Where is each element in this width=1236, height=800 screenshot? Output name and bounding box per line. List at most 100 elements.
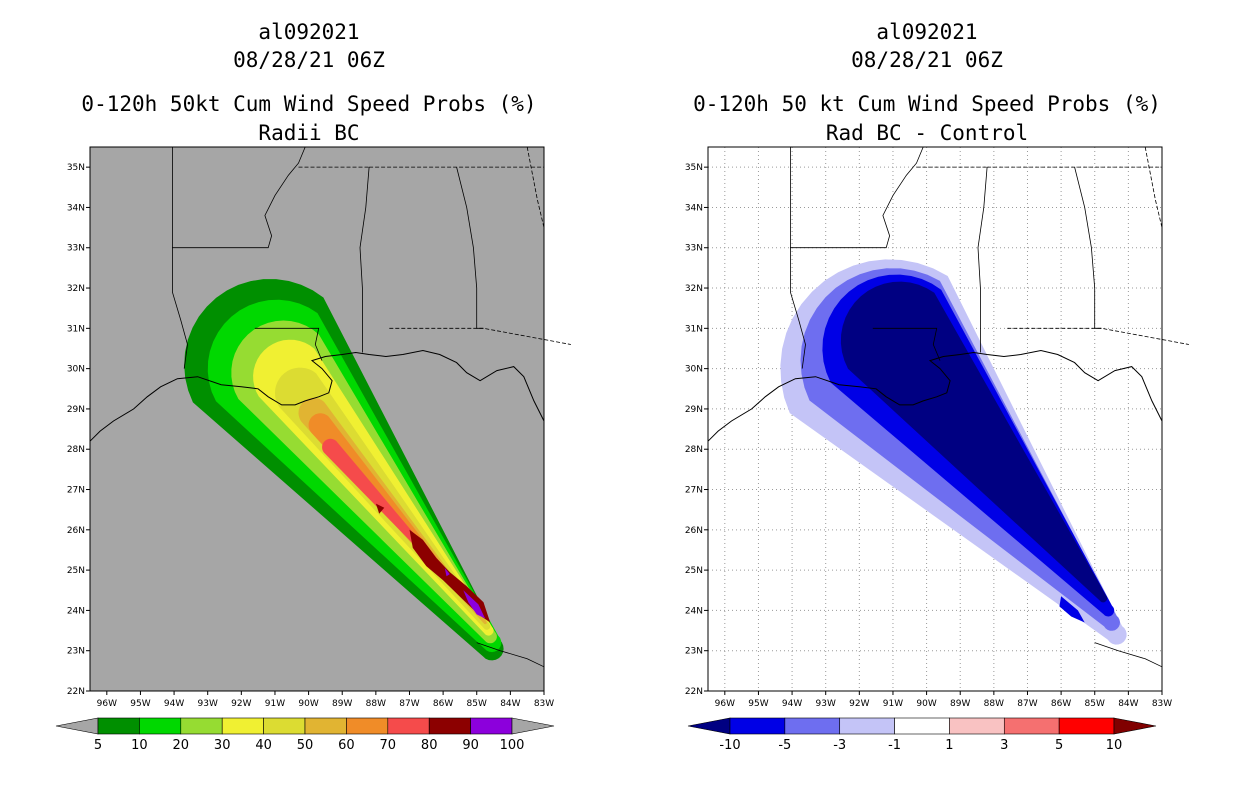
map-frame xyxy=(89,146,545,692)
lon-label: 92W xyxy=(231,699,251,709)
chart-title: 0-120h 50 kt Cum Wind Speed Probs (%) xyxy=(693,92,1161,116)
colorbar-swatch xyxy=(387,717,430,735)
colorbar-swatch xyxy=(97,717,140,735)
lon-label: 95W xyxy=(130,699,150,709)
lat-label: 26N xyxy=(67,526,85,536)
state-boundary xyxy=(1007,327,1189,345)
lat-label: 26N xyxy=(685,526,703,536)
lon-label: 83W xyxy=(534,699,554,709)
colorbar-label: 1 xyxy=(945,738,953,753)
chart-subtitle: Radii BC xyxy=(258,121,360,145)
storm-id: al092021 xyxy=(258,20,360,44)
colorbar-label: -5 xyxy=(778,738,791,753)
lon-label: 91W xyxy=(883,699,903,709)
colorbar-label: -1 xyxy=(888,738,901,753)
lon-label: 84W xyxy=(500,699,520,709)
state-boundary xyxy=(872,327,941,361)
colorbar-swatch xyxy=(428,717,471,735)
lat-label: 25N xyxy=(685,566,703,576)
colorbar-swatch xyxy=(304,717,347,735)
colorbar-swatch xyxy=(784,717,841,735)
lon-label: 86W xyxy=(1051,699,1071,709)
lon-label: 90W xyxy=(916,699,936,709)
left-panel: al092021 08/28/21 06Z 0-120h 50kt Cum Wi… xyxy=(55,20,571,753)
lon-label: 95W xyxy=(748,699,768,709)
colorbar-label: -10 xyxy=(719,738,740,753)
state-boundary xyxy=(389,327,571,345)
colorbar-swatch xyxy=(139,717,182,735)
colorbar-swatch xyxy=(263,717,306,735)
lon-label: 87W xyxy=(399,699,419,709)
lon-label: 83W xyxy=(1152,699,1172,709)
lat-label: 33N xyxy=(67,244,85,254)
colorbar-label: 20 xyxy=(173,738,190,753)
difference-contour xyxy=(1059,596,1085,623)
lat-label: 32N xyxy=(67,284,85,294)
lon-label: 86W xyxy=(433,699,453,709)
storm-id: al092021 xyxy=(876,20,978,44)
right-map: 35N 34N 33N 32N 31N 30N 29N 28N 27N 26N 25N 24N 23N 2… xyxy=(685,146,1189,753)
lat-label: 35N xyxy=(67,163,85,173)
colorbar-swatch xyxy=(1058,717,1115,735)
state-boundary xyxy=(456,167,484,329)
lat-label: 30N xyxy=(67,365,85,375)
coastline xyxy=(89,349,545,442)
lon-label: 94W xyxy=(164,699,184,709)
colorbar-label: 90 xyxy=(462,738,479,753)
colorbar-swatch xyxy=(949,717,1005,735)
difference-contour xyxy=(840,281,1108,603)
lat-label: 28N xyxy=(67,445,85,455)
lat-label: 27N xyxy=(67,486,85,496)
colorbar-over-arrow xyxy=(1113,717,1157,735)
chart-title: 0-120h 50kt Cum Wind Speed Probs (%) xyxy=(81,92,537,116)
colorbar-swatch xyxy=(839,717,895,735)
lat-label: 23N xyxy=(685,647,703,657)
colorbar-label: -3 xyxy=(833,738,846,753)
colorbar-swatch xyxy=(346,717,389,735)
colorbar-label: 60 xyxy=(338,738,355,753)
lon-label: 91W xyxy=(265,699,285,709)
left-map: 35N 34N 33N 32N 31N 30N 29N 28N 27N 26N 25N 24N 23N 2… xyxy=(55,146,571,753)
colorbar-label: 70 xyxy=(380,738,397,753)
state-boundary xyxy=(254,327,323,361)
lon-label: 88W xyxy=(366,699,386,709)
lon-label: 87W xyxy=(1017,699,1037,709)
chart-subtitle: Rad BC - Control xyxy=(825,121,1029,145)
lat-label: 34N xyxy=(685,203,703,213)
lat-label: 34N xyxy=(67,203,85,213)
cuba-coast xyxy=(476,642,545,668)
state-boundary xyxy=(790,146,924,249)
lat-label: 22N xyxy=(685,687,703,697)
lat-label: 23N xyxy=(67,647,85,657)
state-boundary xyxy=(172,146,306,249)
colorbar-under-arrow xyxy=(55,717,99,735)
colorbar-swatch xyxy=(180,717,223,735)
lat-label: 29N xyxy=(685,405,703,415)
lon-label: 93W xyxy=(198,699,218,709)
coastline xyxy=(707,349,1163,442)
lon-label: 89W xyxy=(950,699,970,709)
forecast-datetime: 08/28/21 06Z xyxy=(851,48,1003,72)
probability-contour xyxy=(463,590,486,619)
lat-label: 24N xyxy=(67,606,85,616)
lon-label: 89W xyxy=(332,699,352,709)
lon-label: 93W xyxy=(816,699,836,709)
lat-label: 31N xyxy=(67,324,85,334)
colorbar-label: 5 xyxy=(94,738,102,753)
lon-label: 88W xyxy=(984,699,1004,709)
colorbar-swatch xyxy=(1003,717,1060,735)
lon-label: 90W xyxy=(298,699,318,709)
lat-label: 35N xyxy=(685,163,703,173)
cuba-coast xyxy=(1094,642,1163,668)
state-boundary xyxy=(171,147,188,369)
colorbar-label: 80 xyxy=(421,738,438,753)
map-frame xyxy=(707,146,1163,692)
lat-label: 27N xyxy=(685,486,703,496)
lat-label: 25N xyxy=(67,566,85,576)
colorbar-swatch xyxy=(221,717,264,735)
colorbar-label: 5 xyxy=(1055,738,1063,753)
colorbar-label: 10 xyxy=(131,738,148,753)
colorbar-label: 50 xyxy=(297,738,314,753)
colorbar-label: 3 xyxy=(1000,738,1008,753)
lon-label: 94W xyxy=(782,699,802,709)
